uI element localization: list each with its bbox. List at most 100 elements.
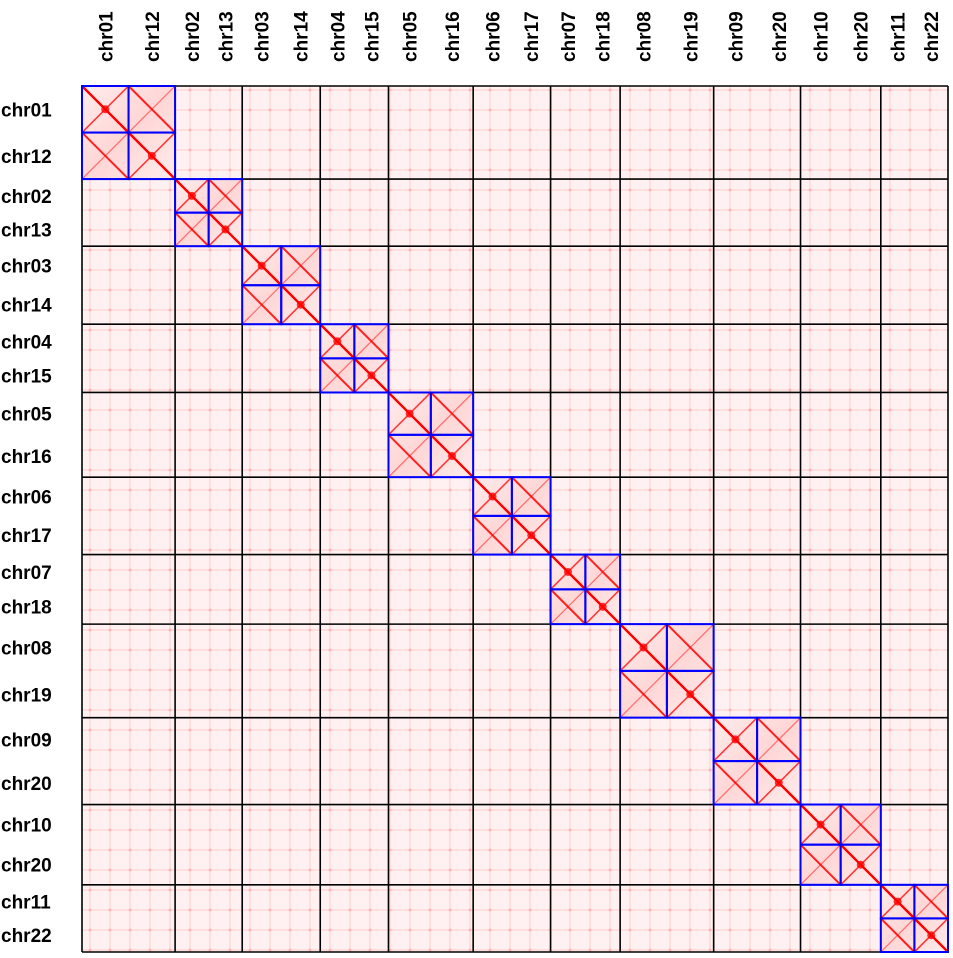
chromosome-box xyxy=(913,883,949,920)
x-tick-label: chr07 xyxy=(559,11,580,62)
x-tick-label: chr03 xyxy=(253,11,274,62)
y-tick-label: chr14 xyxy=(1,296,52,317)
y-tick-label: chr20 xyxy=(1,856,52,877)
centromere-hotspot xyxy=(187,191,196,200)
chromosome-boxes-chr08-chr19 xyxy=(619,623,715,719)
centromere-hotspot xyxy=(367,371,376,380)
centromere-hotspot xyxy=(101,105,110,114)
centromere-hotspot xyxy=(639,643,648,652)
chromosome-box xyxy=(879,917,916,953)
y-tick-label: chr07 xyxy=(1,563,52,584)
chromosome-box xyxy=(81,131,130,181)
chromosome-box xyxy=(207,178,244,214)
chromosome-box xyxy=(665,623,715,672)
centromere-hotspot xyxy=(927,931,936,940)
y-tick-label: chr05 xyxy=(1,405,52,426)
chromosome-boxes-chr07-chr18 xyxy=(549,553,622,626)
y-tick-label: chr20 xyxy=(1,774,52,795)
y-tick-label: chr09 xyxy=(1,730,52,751)
chromosome-boxes-chr04-chr15 xyxy=(319,323,390,394)
y-tick-label: chr03 xyxy=(1,257,52,278)
chromosome-box xyxy=(127,85,177,134)
y-tick-label: chr12 xyxy=(1,147,52,168)
chromosome-box xyxy=(387,433,432,479)
y-tick-label: chr13 xyxy=(1,220,52,241)
centromere-hotspot xyxy=(893,897,902,906)
y-tick-label: chr18 xyxy=(1,598,52,619)
x-tick-label: chr04 xyxy=(328,11,349,62)
centromere-hotspot xyxy=(221,225,230,234)
chromosome-box xyxy=(472,514,513,556)
diagonal-chromosome-boxes xyxy=(81,85,949,953)
centromere-hotspot xyxy=(405,409,414,418)
y-tick-label: chr15 xyxy=(1,366,52,387)
x-tick-label: chr09 xyxy=(726,11,747,62)
x-tick-label: chr01 xyxy=(96,11,117,62)
chromosome-box xyxy=(174,211,210,248)
centromere-hotspot xyxy=(856,860,865,869)
centromere-hotspot xyxy=(447,451,456,460)
centromere-hotspot xyxy=(488,492,497,501)
chromosome-boxes-chr09-chr20 xyxy=(712,716,802,806)
y-tick-label: chr08 xyxy=(1,639,52,660)
x-tick-label: chr11 xyxy=(889,12,910,62)
chromosome-box xyxy=(429,391,475,436)
centromere-hotspot xyxy=(296,300,305,309)
centromere-hotspot xyxy=(816,820,825,829)
centromere-hotspot xyxy=(333,337,342,346)
centromere-hotspot xyxy=(774,778,783,787)
chromosome-boxes-chr05-chr16 xyxy=(387,391,475,479)
chromosome-boxes-chr03-chr14 xyxy=(241,245,322,326)
y-tick-label: chr17 xyxy=(1,526,52,547)
x-tick-label: chr12 xyxy=(143,11,164,62)
y-tick-label: chr06 xyxy=(1,488,52,509)
x-tick-label: chr02 xyxy=(183,11,204,62)
centromere-hotspot xyxy=(257,261,266,270)
y-tick-label: chr16 xyxy=(1,447,52,468)
x-tick-label: chr13 xyxy=(216,11,237,62)
y-tick-label: chr02 xyxy=(1,187,52,208)
chromosome-boxes-chr01-chr12 xyxy=(81,85,177,181)
chromosome-box xyxy=(619,669,668,719)
y-tick-label: chr11 xyxy=(1,893,51,914)
y-tick-label: chr01 xyxy=(1,100,52,121)
x-tick-label: chr16 xyxy=(443,11,464,62)
x-tick-label: chr15 xyxy=(362,11,383,62)
centromere-hotspot xyxy=(598,602,607,611)
chromosome-boxes-chr02-chr13 xyxy=(174,178,244,248)
chromosome-box xyxy=(839,803,882,846)
y-tick-label: chr04 xyxy=(1,332,52,353)
x-tick-label: chr18 xyxy=(594,11,615,62)
chromosome-box xyxy=(241,284,283,326)
chromosome-box xyxy=(584,553,622,591)
x-tick-label: chr06 xyxy=(484,11,505,62)
chromosome-box xyxy=(799,843,842,886)
chromosome-box xyxy=(712,760,759,806)
x-tick-label: chr08 xyxy=(635,11,656,62)
x-tick-label: chr20 xyxy=(770,11,791,62)
x-tick-label: chr14 xyxy=(292,11,313,62)
x-tick-label: chr05 xyxy=(401,11,422,62)
y-tick-label: chr10 xyxy=(1,816,52,837)
x-tick-label: chr22 xyxy=(922,11,943,62)
y-tick-label: chr19 xyxy=(1,685,52,706)
axis-labels: chr01 chr01 chr12 chr12 chr02 chr02 chr13 chr13… xyxy=(1,11,943,947)
chromosome-boxes-chr06-chr17 xyxy=(472,476,552,556)
centromere-hotspot xyxy=(731,735,740,744)
chromosome-box xyxy=(756,716,802,763)
chromosome-boxes-chr10-chr20 xyxy=(799,803,882,886)
centromere-hotspot xyxy=(527,531,536,540)
x-tick-label: chr20 xyxy=(852,11,873,62)
chromosome-box xyxy=(319,357,356,394)
chromosome-box xyxy=(280,245,322,287)
x-tick-label: chr10 xyxy=(812,11,833,62)
x-tick-label: chr17 xyxy=(522,11,543,62)
y-tick-label: chr22 xyxy=(1,926,52,947)
centromere-hotspot xyxy=(563,567,572,576)
x-tick-label: chr19 xyxy=(681,11,702,62)
centromere-hotspot xyxy=(686,690,695,699)
chromosome-boxes-chr11-chr22 xyxy=(879,883,949,953)
chromosome-box xyxy=(510,476,552,517)
